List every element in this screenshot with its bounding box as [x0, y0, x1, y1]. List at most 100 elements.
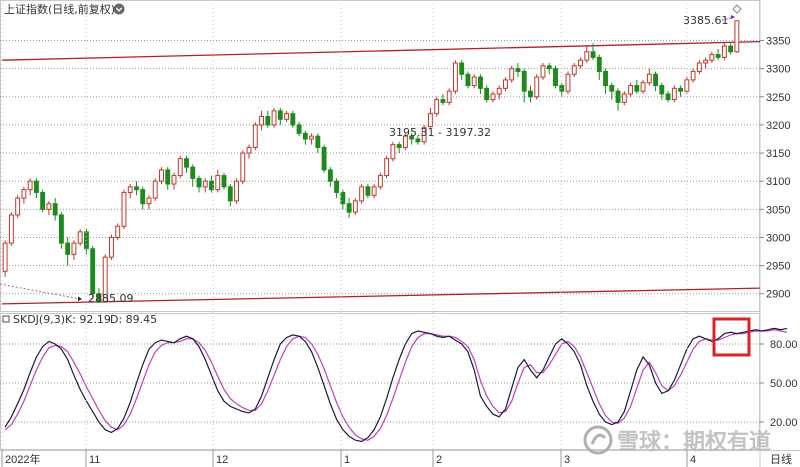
candle: [146, 195, 152, 210]
x-axis-tick-label: 1: [344, 454, 350, 466]
candle: [553, 65, 558, 89]
candle-body: [703, 59, 709, 64]
price-y-tick-label: 3200: [766, 120, 790, 132]
candle-body: [109, 236, 114, 258]
candle: [521, 68, 527, 103]
candle: [27, 178, 33, 196]
candle-body: [177, 158, 183, 177]
candle-body: [334, 180, 340, 193]
candle: [546, 63, 552, 75]
x-axis-tick-label: 12: [216, 454, 228, 466]
candle-body: [427, 113, 433, 128]
settings-dropdown-icon[interactable]: [113, 3, 125, 15]
candle: [209, 175, 214, 193]
candle-body: [346, 203, 352, 213]
candle-body: [134, 186, 139, 191]
candle: [327, 167, 333, 187]
candle-body: [628, 85, 633, 95]
candle: [321, 144, 327, 173]
candle: [177, 155, 183, 179]
watermark: 雪球：期权有道: [583, 425, 771, 455]
candle-body: [21, 189, 27, 199]
candle-body: [327, 169, 333, 182]
candle-body: [484, 87, 490, 101]
candle-body: [340, 191, 346, 205]
candle: [221, 172, 227, 190]
candle-body: [296, 124, 302, 134]
price-y-tick-label: 3050: [766, 204, 790, 216]
candle: [409, 133, 415, 145]
candle-body: [246, 146, 252, 154]
candle-body: [396, 144, 402, 148]
candle-body: [65, 242, 71, 255]
candle-body: [496, 87, 502, 95]
candle-body: [609, 85, 615, 92]
candle-body: [302, 132, 308, 140]
candle-body: [696, 62, 702, 72]
candle-body: [121, 191, 127, 227]
price-y-tick-label: 2950: [766, 261, 790, 273]
d-line: [4, 329, 788, 441]
candle-body: [315, 135, 321, 148]
candle-body: [646, 73, 652, 84]
candle: [628, 82, 633, 97]
gap-range-label: 3195.31 - 3197.32: [389, 126, 491, 139]
candle-body: [140, 189, 146, 205]
price-y-tick-label: 3350: [766, 36, 790, 48]
candle-body: [40, 191, 46, 210]
d-value-label: D: 89.45: [110, 313, 157, 326]
candle: [259, 110, 264, 131]
candle: [509, 65, 515, 83]
candle: [653, 71, 659, 92]
collapse-icon[interactable]: [2, 315, 10, 323]
candle: [2, 240, 8, 277]
candle-body: [402, 135, 408, 148]
candle: [90, 245, 96, 300]
candle: [452, 60, 458, 94]
candle: [359, 184, 365, 204]
candle: [659, 82, 665, 100]
candle-body: [27, 180, 33, 191]
candle-body: [227, 186, 233, 202]
candle-body: [71, 242, 77, 255]
candle-body: [621, 93, 627, 103]
candle: [384, 155, 390, 179]
candle: [703, 57, 709, 69]
candle-body: [596, 56, 602, 72]
candle: [471, 74, 477, 89]
candle: [421, 124, 427, 145]
candle-body: [615, 90, 621, 103]
x-axis: 2022年 11 12 1 2 3 4: [1, 0, 696, 467]
candle: [621, 91, 627, 106]
candle: [21, 186, 27, 204]
candle-body: [102, 256, 108, 303]
x-axis-tick-label: 3: [564, 454, 570, 466]
candle-body: [146, 197, 152, 205]
candle: [584, 46, 590, 64]
candle: [440, 93, 446, 106]
indicator-y-tick-label: 80.00: [770, 339, 798, 351]
candle: [296, 122, 302, 137]
candle-body: [715, 54, 721, 58]
indicator-legend: SKDJ(9,3) K: 92.19 D: 89.45: [2, 313, 157, 326]
candle: [302, 130, 308, 145]
candle-body: [665, 93, 671, 101]
candle: [559, 82, 565, 97]
candle: [171, 172, 177, 190]
period-label: 日线: [770, 452, 792, 466]
candle: [609, 82, 615, 100]
candle: [202, 178, 208, 193]
candle: [590, 43, 596, 61]
candle: [528, 85, 533, 103]
price-y-tick-label: 3250: [766, 92, 790, 104]
low-arrow-icon: [0, 283, 82, 301]
candle: [240, 150, 246, 185]
candle-body: [671, 87, 677, 101]
candle: [346, 198, 352, 218]
candle: [109, 234, 114, 260]
candle-body: [240, 152, 246, 182]
indicator-y-axis: 20.00 50.00 80.00: [760, 339, 798, 429]
price-grid: [0, 40, 760, 295]
candle: [115, 223, 121, 241]
candle-body: [215, 175, 221, 191]
